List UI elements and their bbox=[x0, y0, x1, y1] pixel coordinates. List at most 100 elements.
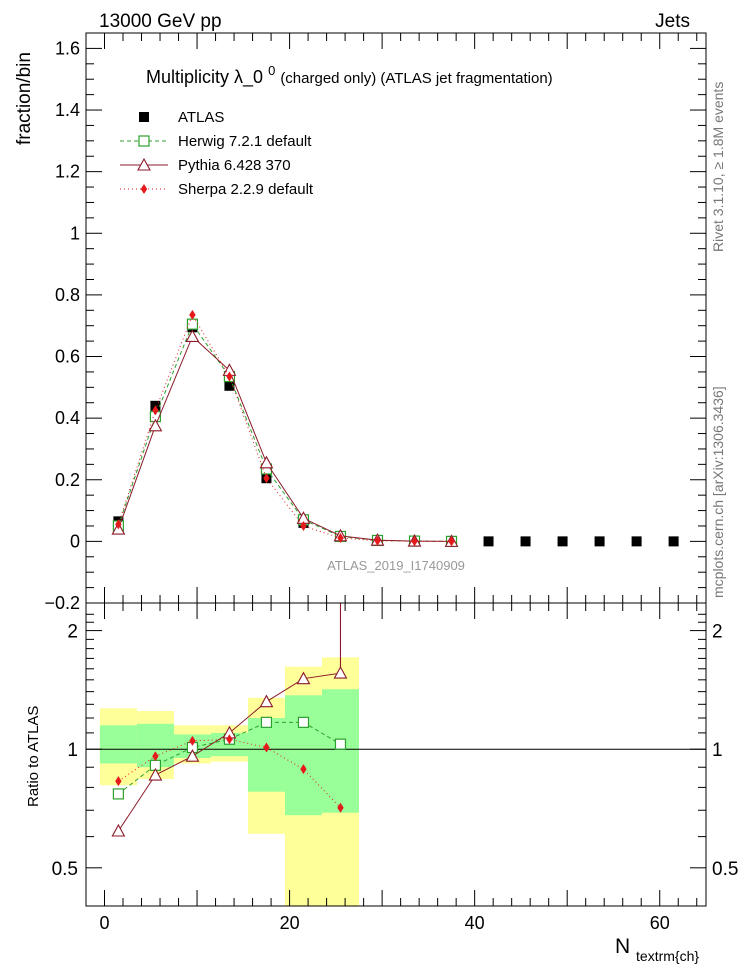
axes: −0.200.20.40.60.811.21.41.60 20 40 600.5 0.5… bbox=[44, 32, 738, 933]
chart-title: Multiplicity λ_0 0 (charged only) (ATLAS… bbox=[146, 59, 553, 88]
mcplots-label: mcplots.cern.ch [arXiv:1306.3436] bbox=[710, 386, 726, 598]
ratio-uncertainty-bands bbox=[86, 603, 706, 906]
data-point bbox=[631, 536, 642, 547]
title-sub: (charged only) (ATLAS jet fragmentation) bbox=[280, 70, 552, 87]
data-point bbox=[594, 536, 605, 547]
x-axis-label-main: N bbox=[615, 935, 630, 958]
data-point bbox=[189, 309, 196, 320]
ratio-point bbox=[263, 742, 270, 753]
ratio-point bbox=[148, 767, 163, 781]
green-band-bin bbox=[247, 718, 285, 792]
ratio-y-tick-label-right: 1 bbox=[712, 740, 723, 761]
ratio-point bbox=[334, 738, 347, 750]
data-point bbox=[263, 473, 270, 484]
data-point bbox=[148, 418, 163, 432]
green-band-bin bbox=[321, 689, 359, 813]
analysis-id: ATLAS_2019_I1740909 bbox=[327, 558, 465, 573]
rivet-label: Rivet 3.1.10, ≥ 1.8M events bbox=[710, 82, 726, 252]
ratio-point bbox=[337, 802, 344, 813]
ratio-point bbox=[111, 823, 126, 837]
data-point bbox=[152, 405, 159, 416]
legend-marker bbox=[138, 135, 150, 147]
x-tick-label: 40 bbox=[465, 913, 485, 933]
x-tick-label: 0 bbox=[99, 913, 109, 933]
series-line bbox=[117, 323, 452, 542]
ratio-y-tick-label: 1 bbox=[67, 740, 78, 761]
legend-marker bbox=[140, 184, 148, 194]
ratio-point bbox=[333, 665, 348, 679]
legend-entry: Herwig 7.2.1 default bbox=[120, 133, 312, 150]
ratio-point bbox=[112, 788, 124, 800]
green-band-bin bbox=[99, 725, 137, 764]
data-point bbox=[374, 535, 381, 546]
legend-label: ATLAS bbox=[178, 109, 224, 126]
legend-entry: Sherpa 2.2.9 default bbox=[120, 181, 314, 198]
ratio-y-tick-label: 2 bbox=[67, 622, 78, 643]
data-point bbox=[259, 455, 274, 469]
legend-marker bbox=[139, 112, 149, 122]
header-left: 13000 GeV pp bbox=[99, 11, 222, 32]
data-point bbox=[226, 371, 233, 382]
y-tick-label: 0 bbox=[70, 531, 80, 551]
y-tick-label: 0.4 bbox=[55, 408, 80, 428]
title-sup: 0 bbox=[268, 63, 275, 78]
green-band-bin bbox=[284, 695, 322, 816]
ratio-y-tick-label: 0.5 bbox=[52, 859, 78, 880]
data-point bbox=[115, 519, 122, 530]
legend-marker bbox=[137, 157, 151, 171]
series-2 bbox=[111, 329, 459, 547]
ratio-point bbox=[260, 716, 273, 728]
y-tick-label: 1.4 bbox=[55, 100, 80, 120]
series-line bbox=[117, 313, 452, 542]
data-point bbox=[300, 520, 307, 531]
data-point bbox=[520, 536, 531, 547]
y-tick-label: 0.8 bbox=[55, 285, 80, 305]
data-point bbox=[557, 536, 568, 547]
ratio-series-1 bbox=[111, 665, 348, 837]
ratio-series-group bbox=[111, 665, 348, 837]
x-axis-label: N textrm{ch} bbox=[615, 935, 699, 964]
ratio-y-tick-label-right: 2 bbox=[712, 622, 723, 643]
main-series-group bbox=[111, 309, 679, 547]
ratio-point bbox=[152, 751, 159, 762]
ratio-point bbox=[226, 734, 233, 745]
ratio-y-tick-label-right: 0.5 bbox=[712, 859, 738, 880]
legend-label: Sherpa 2.2.9 default bbox=[178, 181, 314, 198]
ratio-point bbox=[259, 694, 274, 708]
series-line bbox=[117, 335, 452, 542]
header-right: Jets bbox=[655, 11, 690, 32]
ratio-point bbox=[185, 749, 200, 762]
y-tick-label: 1.6 bbox=[55, 38, 80, 58]
legend-entry: Pythia 6.428 370 bbox=[120, 157, 291, 174]
ratio-point bbox=[189, 735, 196, 746]
legend-label: Herwig 7.2.1 default bbox=[178, 133, 312, 150]
main-ylabel: fraction/bin bbox=[14, 52, 35, 145]
x-tick-label: 60 bbox=[650, 913, 670, 933]
series-0 bbox=[113, 322, 679, 547]
x-tick-label: 20 bbox=[280, 913, 300, 933]
legend-entry: ATLAS bbox=[139, 109, 224, 126]
ratio-series-2 bbox=[115, 734, 344, 813]
data-point bbox=[337, 532, 344, 543]
legend-label: Pythia 6.428 370 bbox=[178, 157, 291, 174]
title-main: Multiplicity λ_0 bbox=[146, 67, 263, 88]
y-tick-label: 0.2 bbox=[55, 470, 80, 490]
series-3 bbox=[115, 309, 455, 547]
data-point bbox=[224, 380, 235, 391]
data-point bbox=[411, 536, 418, 547]
y-tick-label: 1 bbox=[70, 223, 80, 243]
ratio-frame bbox=[85, 602, 707, 907]
series-1 bbox=[112, 318, 458, 547]
y-tick-label: 1.2 bbox=[55, 162, 80, 182]
data-point bbox=[448, 536, 455, 547]
data-point bbox=[483, 536, 494, 547]
ratio-point bbox=[296, 671, 311, 685]
ratio-point bbox=[115, 776, 122, 787]
ratio-point bbox=[297, 716, 310, 728]
ratio-ylabel: Ratio to ATLAS bbox=[25, 706, 42, 807]
ratio-point bbox=[300, 764, 307, 775]
data-point bbox=[185, 329, 200, 343]
y-tick-label: −0.2 bbox=[44, 593, 80, 613]
legend: ATLAS Herwig 7.2.1 default Pythia 6.428 37… bbox=[120, 109, 314, 198]
